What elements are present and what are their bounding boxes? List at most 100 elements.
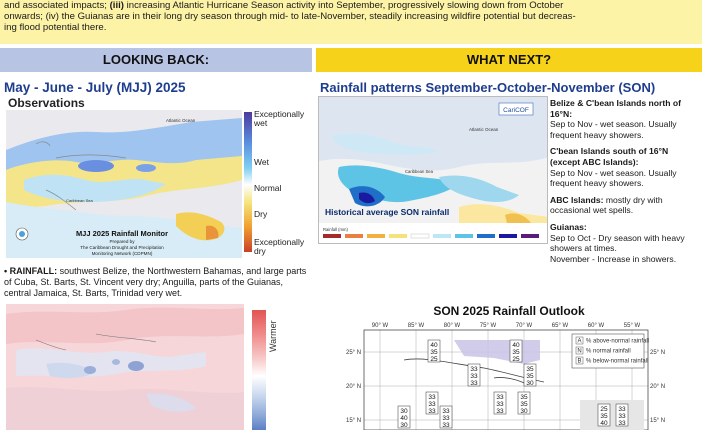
svg-text:33: 33 bbox=[470, 366, 478, 373]
note-guianas: Guianas: Sep to Oct - Dry season with hea… bbox=[550, 222, 700, 264]
note-south-heading: C'bean Islands south of 16°N (except ABC… bbox=[550, 146, 669, 167]
rainfall-legend: Exceptionally wet Wet Normal Dry Excepti… bbox=[244, 108, 312, 258]
lon-tick-5: 65° W bbox=[552, 323, 569, 329]
rainfall-monitor-caption: MJJ 2025 Rainfall Monitor bbox=[76, 229, 168, 238]
rainfall-summary-text: southwest Belize, the Northwestern Baham… bbox=[4, 266, 307, 298]
note-guianas-heading: Guianas: bbox=[550, 221, 587, 232]
svg-text:25: 25 bbox=[430, 356, 438, 363]
seasonal-notes: Belize & C'bean Islands north of 16°N: Se… bbox=[550, 98, 700, 270]
son-map-color-scale bbox=[323, 233, 539, 239]
intro-line-3: ing flood potential there. bbox=[4, 22, 107, 33]
svg-text:40: 40 bbox=[600, 420, 608, 427]
svg-text:30: 30 bbox=[400, 422, 408, 429]
lon-tick-7: 55° W bbox=[624, 323, 641, 329]
son-map-caption: Historical average SON rainfall bbox=[325, 207, 449, 217]
looking-back-header: LOOKING BACK: bbox=[0, 48, 312, 72]
svg-text:33: 33 bbox=[428, 408, 436, 415]
lon-tick-1: 85° W bbox=[408, 323, 425, 329]
lon-tick-6: 60° W bbox=[588, 323, 605, 329]
rainfall-summary-label: • RAINFALL: bbox=[4, 266, 58, 276]
outlook-legend-normal: % normal rainfall bbox=[586, 349, 631, 355]
what-next-column: WHAT NEXT? Rainfall patterns September-O… bbox=[316, 48, 702, 430]
svg-text:33: 33 bbox=[618, 406, 626, 413]
note-guianas-text-2: November - Increase in showers. bbox=[550, 253, 677, 264]
son-rainfall-title: Rainfall patterns September-October-Nove… bbox=[320, 80, 656, 95]
lon-tick-0: 90° W bbox=[372, 323, 389, 329]
temperature-map bbox=[6, 304, 244, 430]
svg-text:35: 35 bbox=[430, 349, 438, 356]
note-guianas-text-1: Sep to Oct - Dry season with heavy showe… bbox=[550, 232, 685, 254]
rainfall-monitor-map-image: Atlantic Ocean Caribbean Sea MJJ 2025 Ra… bbox=[6, 110, 242, 258]
lat-tick-0-left: 25° N bbox=[346, 350, 361, 356]
note-belize-text: Sep to Nov - wet season. Usually frequen… bbox=[550, 119, 677, 140]
svg-text:35: 35 bbox=[600, 413, 608, 420]
svg-text:35: 35 bbox=[520, 401, 528, 408]
rainfall-monitor-credit-3: Monitoring Network (CDPMN) bbox=[92, 251, 153, 256]
map-atlantic-label: Atlantic Ocean bbox=[166, 118, 196, 123]
note-abc-text: mostly dry with occasional wet spells. bbox=[550, 194, 663, 216]
son-outlook-map-image: 90° W 85° W 80° W 75° W 70° W 65° W 60° … bbox=[344, 320, 674, 430]
note-south-text: Sep to Nov - wet season. Usually frequen… bbox=[550, 167, 677, 189]
svg-text:30: 30 bbox=[526, 380, 534, 387]
son-outlook-map: 90° W 85° W 80° W 75° W 70° W 65° W 60° … bbox=[344, 320, 674, 430]
son-outlook-title: SON 2025 Rainfall Outlook bbox=[433, 304, 585, 318]
historical-son-rainfall-map: CariCOF Atlantic Ocean Caribbean Sea His… bbox=[318, 96, 548, 244]
outlook-legend-above: % above-normal rainfall bbox=[586, 339, 649, 345]
son-map-caribbean-label: Caribbean Sea bbox=[405, 169, 434, 174]
svg-text:33: 33 bbox=[618, 420, 626, 427]
historical-son-map-image: CariCOF Atlantic Ocean Caribbean Sea His… bbox=[319, 97, 547, 243]
note-belize-heading: Belize & C'bean Islands north of 16°N: bbox=[550, 98, 681, 119]
son-map-scale-label: Rainfall (mm) bbox=[323, 227, 348, 232]
column-divider bbox=[312, 44, 316, 430]
svg-text:33: 33 bbox=[442, 408, 450, 415]
svg-text:35: 35 bbox=[512, 349, 520, 356]
legend-exceptionally-dry: Exceptionally dry bbox=[254, 237, 305, 256]
caricof-logo: CariCOF bbox=[503, 107, 529, 114]
lat-tick-0-right: 25° N bbox=[650, 350, 665, 356]
rainfall-monitor-credit-1: Prepared by bbox=[109, 239, 135, 244]
svg-text:33: 33 bbox=[470, 380, 478, 387]
outlook-legend-key-n: N bbox=[577, 349, 581, 355]
temperature-legend-bar bbox=[252, 310, 266, 430]
legend-exceptionally-wet: Exceptionally wet bbox=[254, 109, 305, 128]
map-caribbean-label: Caribbean Sea bbox=[66, 198, 93, 203]
lat-tick-1-left: 20° N bbox=[346, 384, 361, 390]
mjj-title: May - June - July (MJJ) 2025 bbox=[4, 80, 186, 95]
intro-text: and associated impacts; (iii) increasing… bbox=[0, 0, 702, 44]
svg-text:33: 33 bbox=[496, 401, 504, 408]
svg-text:33: 33 bbox=[428, 394, 436, 401]
svg-text:33: 33 bbox=[442, 415, 450, 422]
lat-tick-2-right: 15° N bbox=[650, 418, 665, 424]
observations-label: Observations bbox=[8, 96, 85, 110]
svg-text:33: 33 bbox=[618, 413, 626, 420]
temperature-legend-warmer: Warmer bbox=[268, 320, 278, 352]
intro-line-2: onwards; (iv) the Guianas are in their l… bbox=[4, 11, 576, 22]
note-abc: ABC Islands: mostly dry with occasional … bbox=[550, 195, 700, 216]
outlook-legend-key-b: B bbox=[577, 359, 581, 365]
lon-tick-4: 70° W bbox=[516, 323, 533, 329]
svg-text:30: 30 bbox=[400, 408, 408, 415]
svg-text:33: 33 bbox=[442, 422, 450, 429]
svg-text:35: 35 bbox=[526, 366, 534, 373]
lon-tick-2: 80° W bbox=[444, 323, 461, 329]
note-abc-heading: ABC Islands: bbox=[550, 194, 604, 205]
svg-text:33: 33 bbox=[470, 373, 478, 380]
svg-text:25: 25 bbox=[600, 406, 608, 413]
lon-tick-3: 75° W bbox=[480, 323, 497, 329]
rainfall-monitor-credit-2: The Caribbean Drought and Precipitation bbox=[80, 245, 164, 250]
svg-text:35: 35 bbox=[526, 373, 534, 380]
son-map-atlantic-label: Atlantic Ocean bbox=[469, 127, 499, 132]
rainfall-summary: • RAINFALL: southwest Belize, the Northw… bbox=[4, 266, 310, 299]
svg-text:35: 35 bbox=[520, 394, 528, 401]
rainfall-monitor-map: Atlantic Ocean Caribbean Sea MJJ 2025 Ra… bbox=[6, 110, 242, 258]
outlook-legend: A N B % above-normal rainfall % normal r… bbox=[571, 333, 649, 369]
svg-text:33: 33 bbox=[496, 408, 504, 415]
legend-dry: Dry bbox=[254, 209, 268, 219]
note-belize: Belize & C'bean Islands north of 16°N: Se… bbox=[550, 98, 700, 140]
legend-wet: Wet bbox=[254, 157, 269, 167]
svg-text:33: 33 bbox=[496, 394, 504, 401]
looking-back-column: LOOKING BACK: May - June - July (MJJ) 20… bbox=[0, 48, 312, 430]
temperature-map-image bbox=[6, 304, 244, 430]
svg-text:30: 30 bbox=[520, 408, 528, 415]
